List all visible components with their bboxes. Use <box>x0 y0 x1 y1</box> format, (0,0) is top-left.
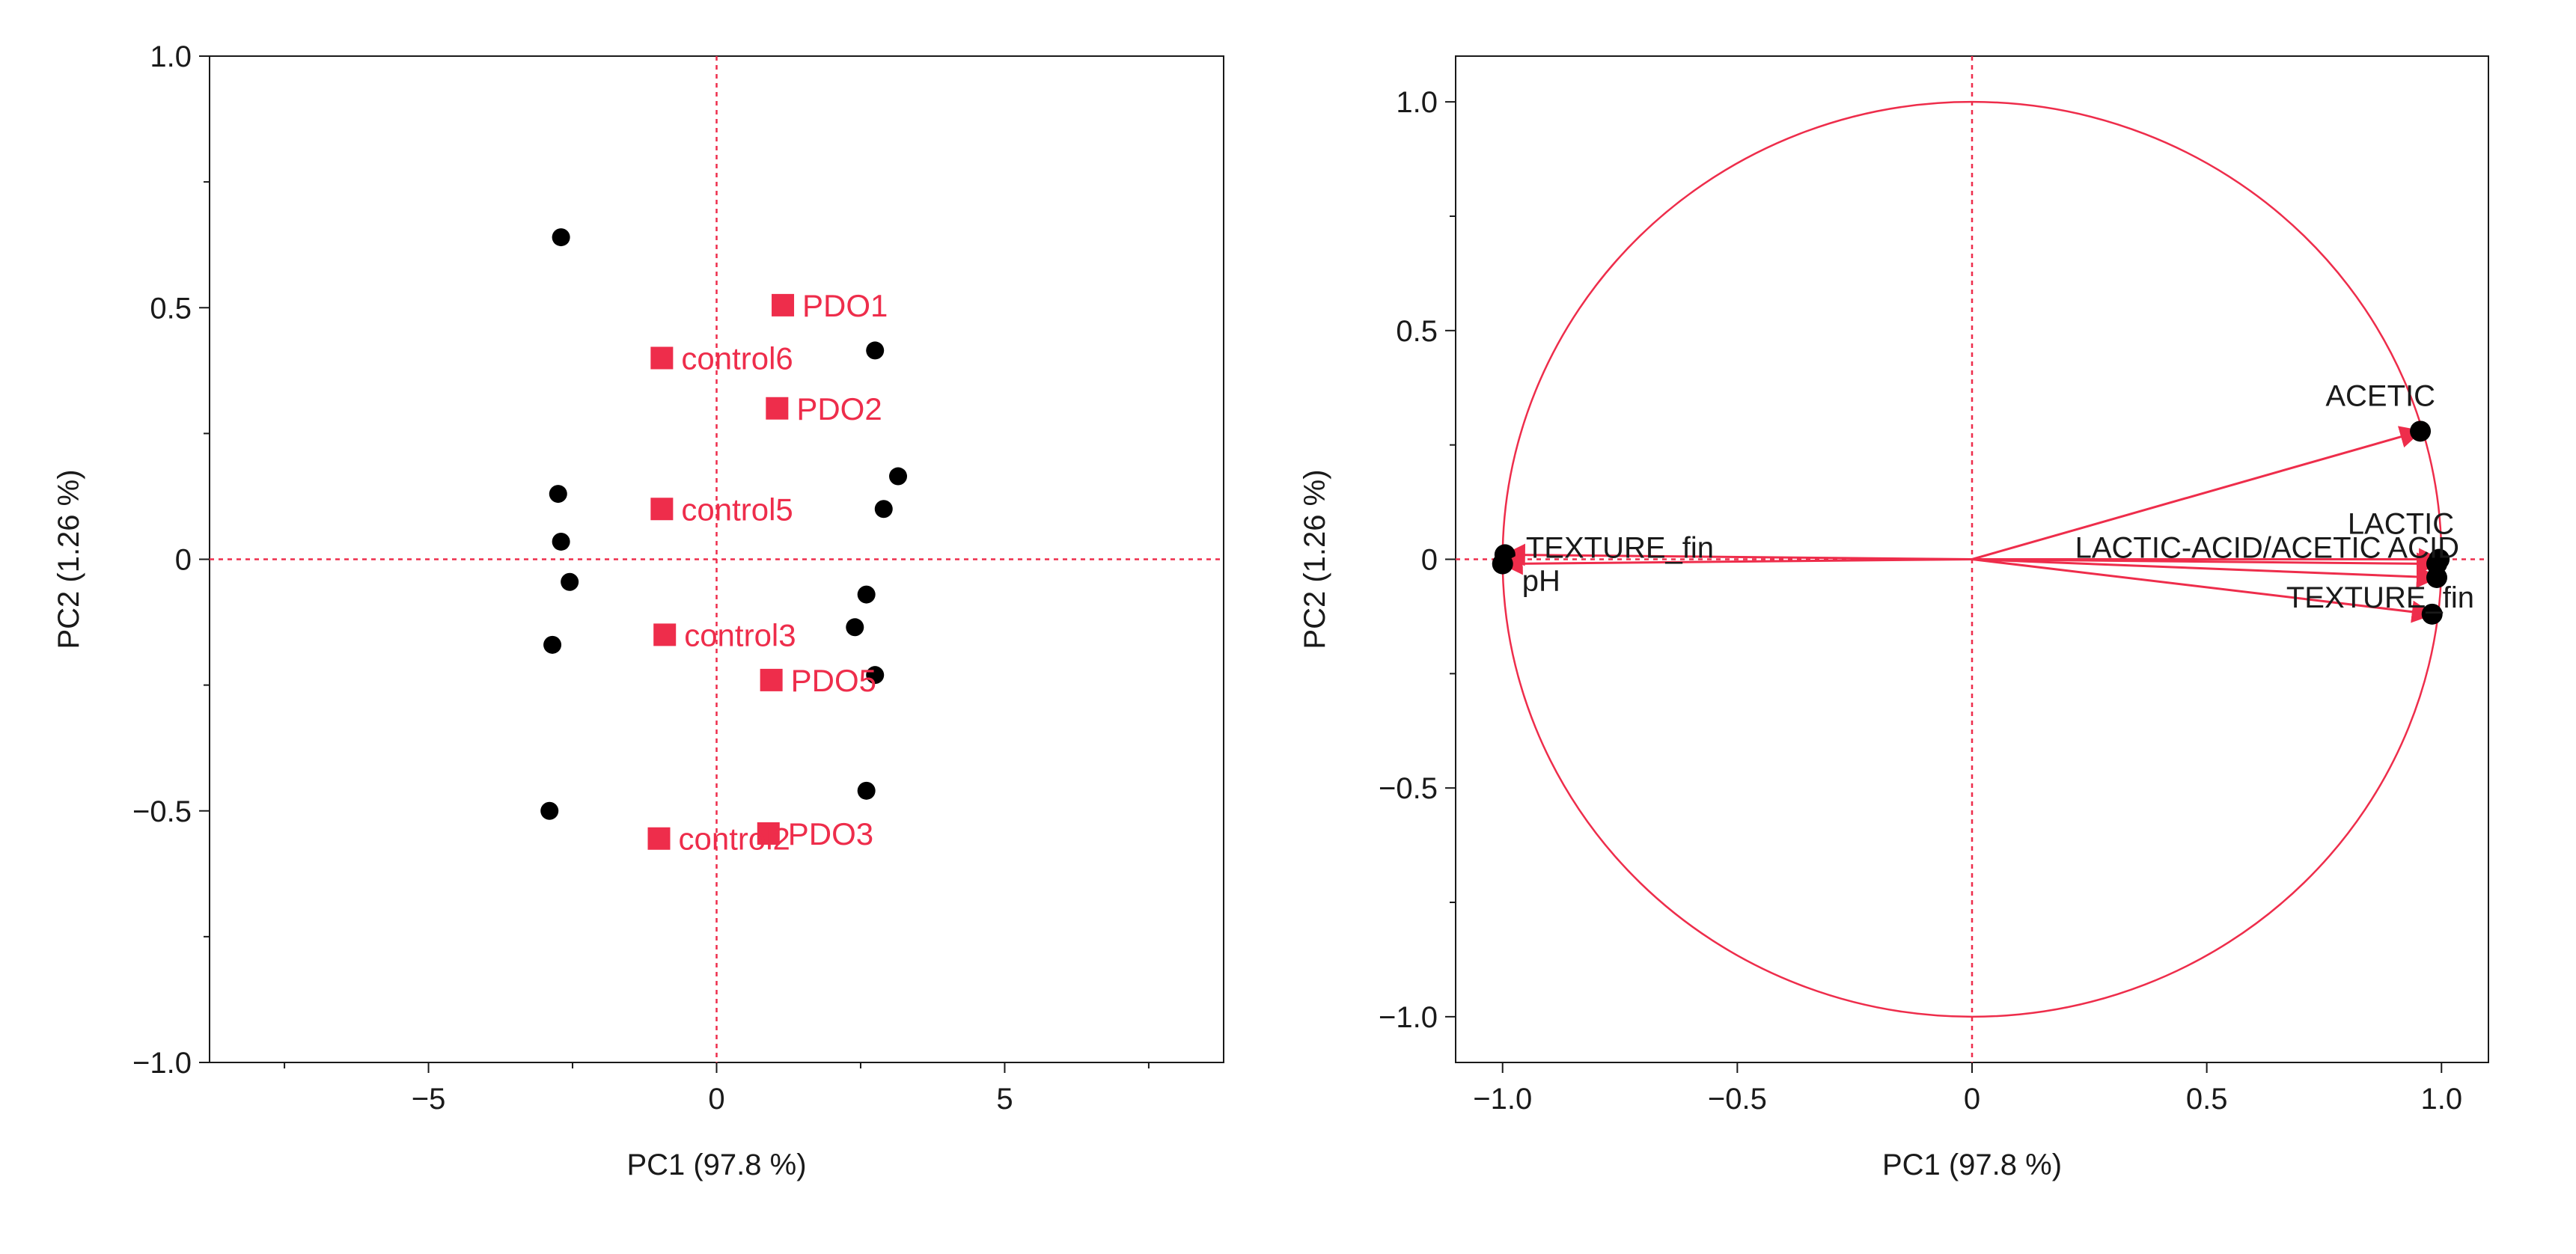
score-point <box>889 467 908 486</box>
score-point <box>874 500 893 519</box>
loading-plot-x-tick-label: −1.0 <box>1473 1083 1532 1116</box>
score-plot-y-tick-label: 1.0 <box>150 40 192 73</box>
score-marker-PDO1 <box>772 293 795 316</box>
score-point <box>552 532 570 551</box>
loading-label-ph: pH <box>1522 565 1560 598</box>
score-plot-x-axis-title: PC1 (97.8 %) <box>626 1149 806 1181</box>
score-label-PDO3: PDO3 <box>788 816 873 851</box>
score-plot-x-tick-label: −5 <box>412 1083 446 1116</box>
score-marker-control3 <box>653 623 677 646</box>
loading-plot-x-axis-title: PC1 (97.8 %) <box>1882 1149 2062 1181</box>
score-label-control2: control2 <box>679 822 790 857</box>
score-marker-PDO5 <box>760 668 783 691</box>
loading-plot-y-tick-label: −1.0 <box>1379 1001 1438 1034</box>
score-point <box>866 666 885 685</box>
loading-arrow <box>1971 552 2439 575</box>
score-point <box>857 781 876 800</box>
score-marker-PDO3 <box>757 822 780 845</box>
score-marker-control6 <box>650 346 674 370</box>
score-label-PDO2: PDO2 <box>796 391 882 426</box>
loading-label-texture-fin: TEXTURE_fin <box>2286 581 2474 614</box>
score-plot-y-tick-label: −1.0 <box>132 1047 192 1080</box>
loading-point <box>2410 420 2432 442</box>
loading-point <box>2426 566 2447 588</box>
score-plot-y-tick-label: 0.5 <box>150 292 192 325</box>
score-marker-control5 <box>650 498 674 521</box>
loading-plot-panel: −1.0 −0.5 0 0.5 1.0 −1.0 −0.5 0 0.5 1.0 PC1 (97.8 … <box>1298 55 2489 1181</box>
score-point <box>561 572 579 591</box>
loading-plot-x-tick-label: 0 <box>1964 1083 1980 1116</box>
score-marker-PDO2 <box>766 397 789 420</box>
score-label-control6: control6 <box>681 341 793 376</box>
loading-point <box>2421 603 2443 625</box>
loading-plot-y-tick-label: 1.0 <box>1396 86 1438 119</box>
score-point <box>549 485 567 504</box>
score-plot-x-tick-label: 0 <box>708 1083 724 1116</box>
score-plot-panel: −5 0 5 −1.0 −0.5 0 0.5 1.0 PC1 (97.8 %) PC2 (1.26… <box>52 40 1224 1181</box>
score-point <box>552 228 570 247</box>
loading-arrow <box>1971 426 2423 560</box>
loading-label-lactic: LACTIC <box>2348 508 2454 541</box>
score-label-PDO5: PDO5 <box>791 663 876 698</box>
score-point <box>857 585 876 604</box>
loading-plot-x-tick-label: 0.5 <box>2186 1083 2228 1116</box>
score-label-control3: control3 <box>684 617 796 652</box>
score-plot-y-tick-label: 0 <box>175 544 192 577</box>
loading-arrow <box>1971 558 2435 623</box>
loading-label-lactic-acid-acetic-acid: LACTIC-ACID/ACETIC ACID <box>2075 532 2459 565</box>
score-label-control5: control5 <box>681 492 793 527</box>
loading-label-texture-fin: TEXTURE_fin <box>1526 531 1714 564</box>
loading-point <box>1492 553 1513 575</box>
score-plot-y-tick-label: −0.5 <box>132 795 192 828</box>
loading-plot-x-tick-label: −0.5 <box>1708 1083 1767 1116</box>
loading-label-acetic: ACETIC <box>2325 379 2435 412</box>
loading-arrow <box>1500 552 1973 575</box>
score-plot-y-axis-title: PC2 (1.26 %) <box>52 469 85 649</box>
score-point <box>543 635 562 654</box>
loading-arrow <box>1971 558 2439 588</box>
loading-plot-y-tick-label: −0.5 <box>1379 772 1438 805</box>
loading-plot-x-tick-label: 1.0 <box>2420 1083 2462 1116</box>
score-point <box>866 341 885 360</box>
loading-plot-y-tick-label: 0 <box>1421 544 1438 577</box>
score-point <box>540 801 559 820</box>
score-plot-x-tick-label: 5 <box>996 1083 1013 1116</box>
score-label-PDO1: PDO1 <box>802 288 888 323</box>
loading-arrow <box>1502 543 1973 566</box>
score-point <box>846 618 864 637</box>
loading-plot-y-tick-label: 0.5 <box>1396 315 1438 348</box>
loading-plot-y-axis-title: PC2 (1.26 %) <box>1298 469 1331 649</box>
score-marker-control2 <box>647 827 671 850</box>
